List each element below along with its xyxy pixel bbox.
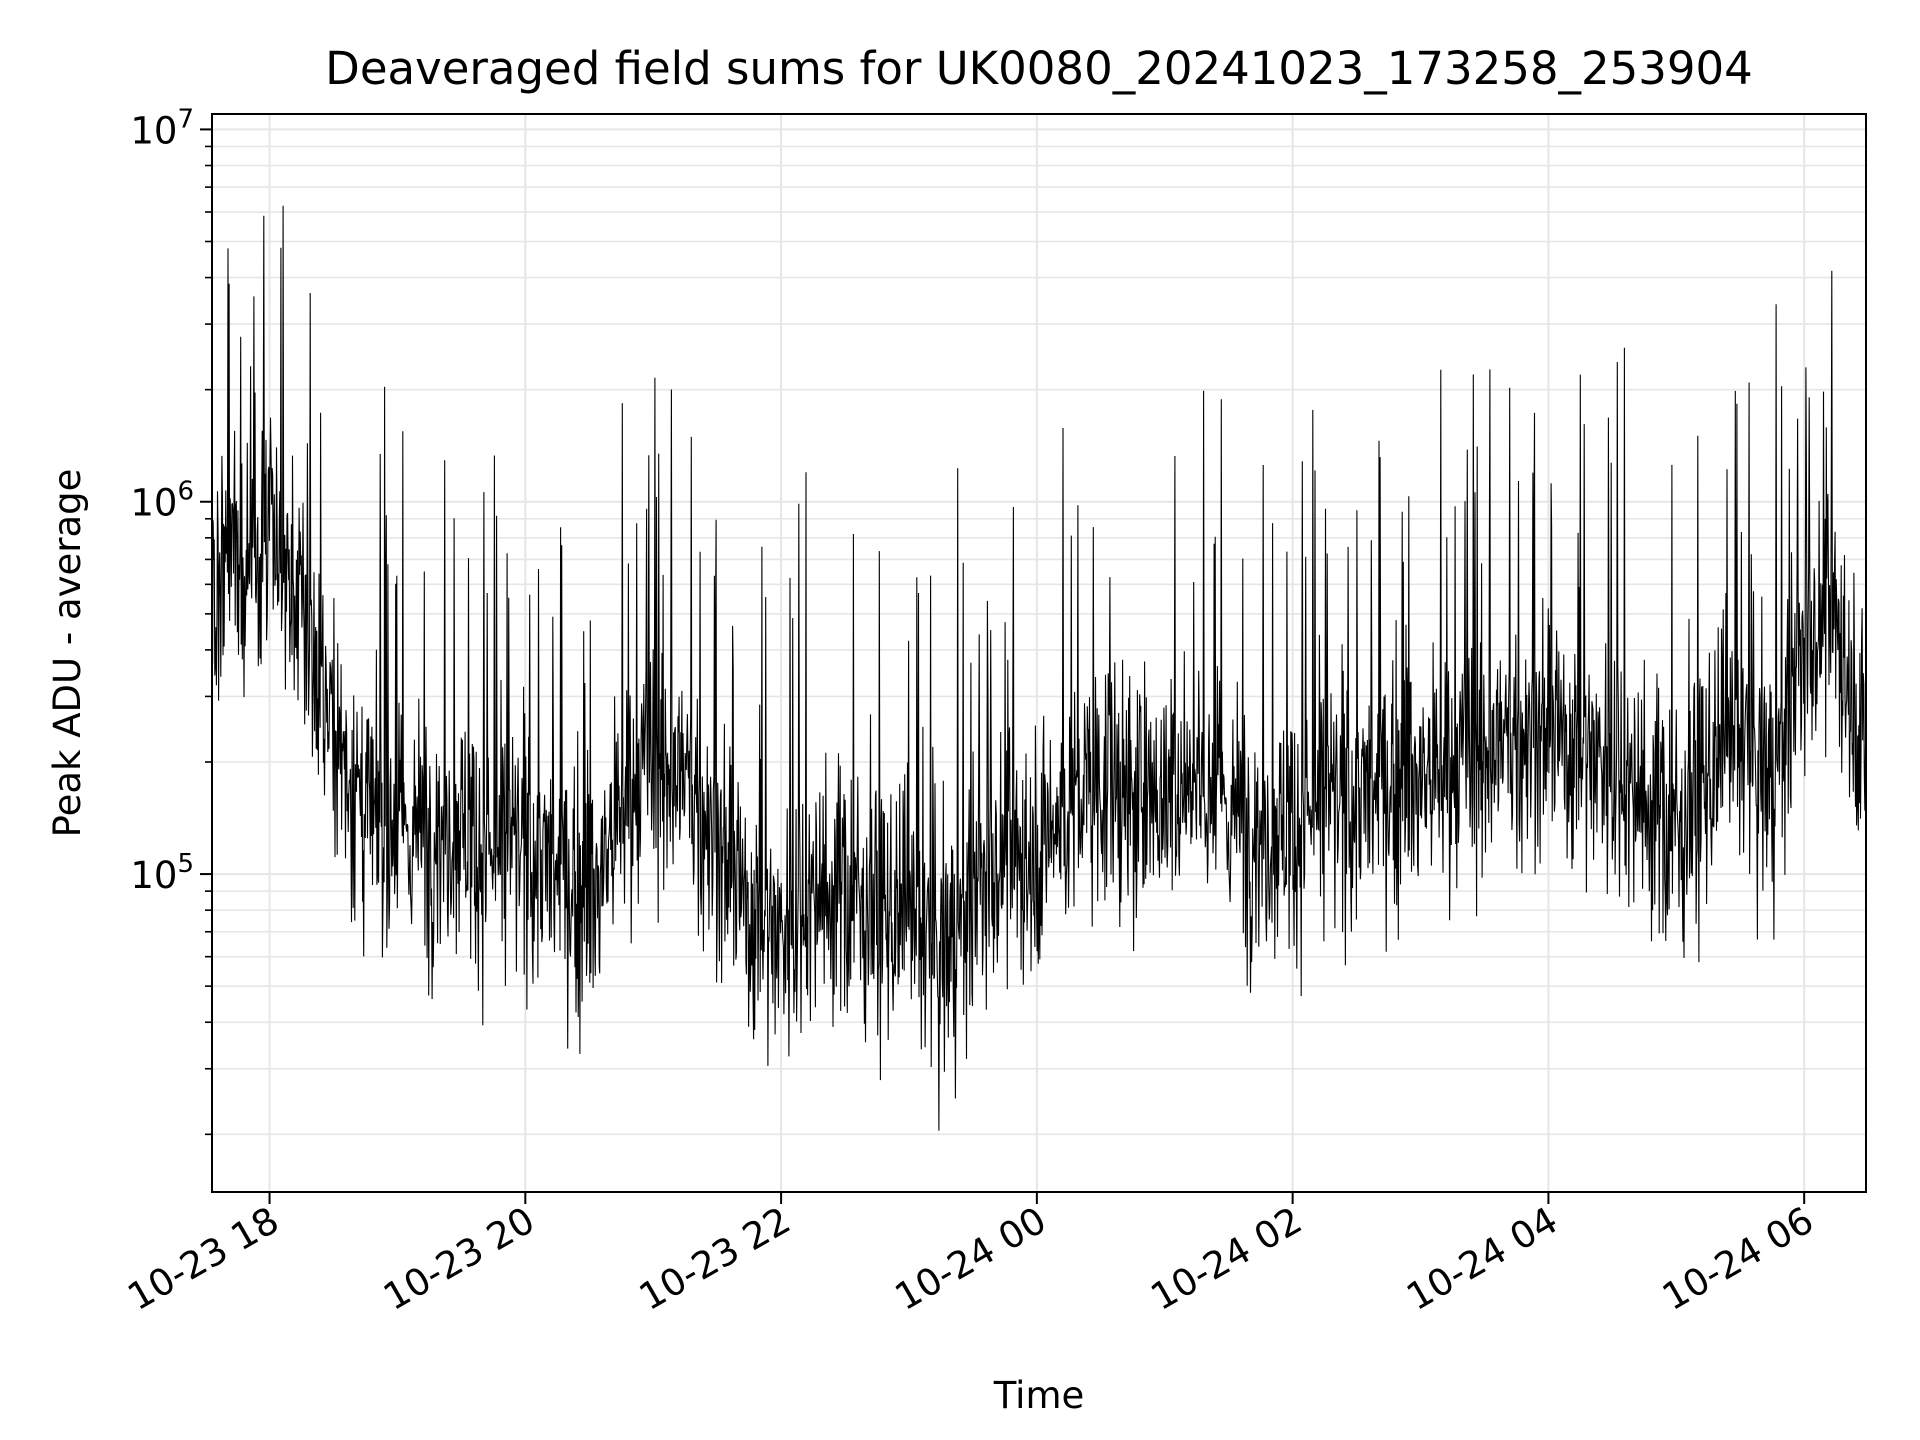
series-layer (211, 205, 1867, 1131)
chart-title: Deaveraged field sums for UK0080_2024102… (325, 42, 1753, 95)
y-axis-label: Peak ADU - average (46, 469, 89, 838)
series-line (211, 205, 1867, 1131)
y-tick-label: 106 (130, 477, 194, 525)
plot-frame (211, 113, 1867, 1193)
y-axis: 105 106 107 (130, 104, 212, 1136)
y-tick-label: 105 (130, 849, 194, 897)
x-axis-label: Time (993, 1374, 1085, 1417)
y-tick-label: 107 (130, 104, 194, 152)
